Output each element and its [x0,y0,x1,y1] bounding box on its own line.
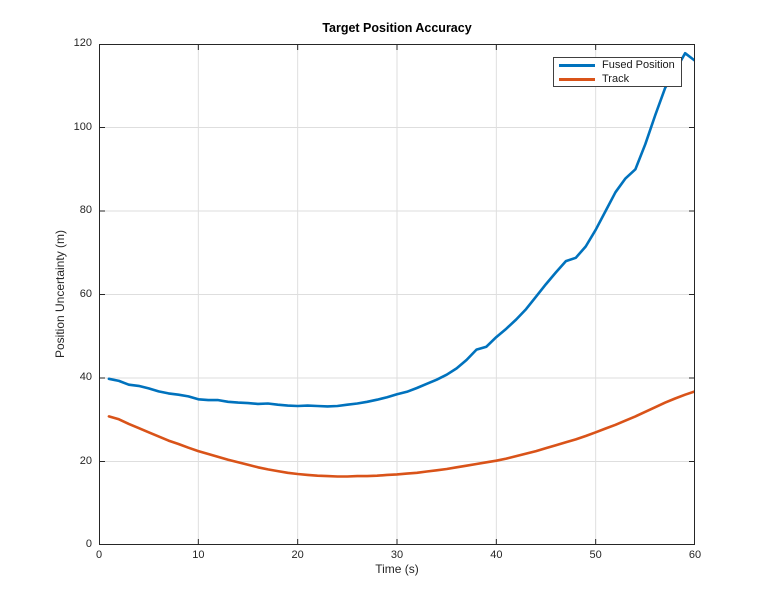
y-tick-label: 20 [79,454,92,467]
fused-position-line-sample [559,63,595,67]
x-tick-label: 30 [390,549,404,561]
x-tick-label: 20 [291,549,304,561]
x-tick-label: 0 [95,549,103,561]
y-tick-label: 0 [85,538,92,550]
x-tick-label: 40 [490,549,503,561]
legend-label-fused-position: Fused Position [602,58,675,71]
x-tick-label: 50 [589,549,602,561]
legend-entry-fused-position: Fused Position [554,58,681,72]
y-tick-label: 80 [79,204,92,216]
plot-area [99,44,695,545]
x-tick-label: 10 [192,549,205,561]
legend-entry-track: Track [554,72,681,86]
y-tick-label: 120 [73,37,92,49]
legend-label-track: Track [602,72,630,85]
y-tick-label: 60 [79,287,92,300]
x-axis-label: Time (s) [375,562,419,576]
y-tick-label: 40 [79,371,92,383]
legend: Fused Position Track [553,57,682,87]
y-tick-label: 100 [73,120,92,133]
x-tick-label: 60 [688,549,702,561]
track-line-sample [559,77,595,81]
chart-canvas [99,44,695,545]
chart-title: Target Position Accuracy [322,21,472,35]
